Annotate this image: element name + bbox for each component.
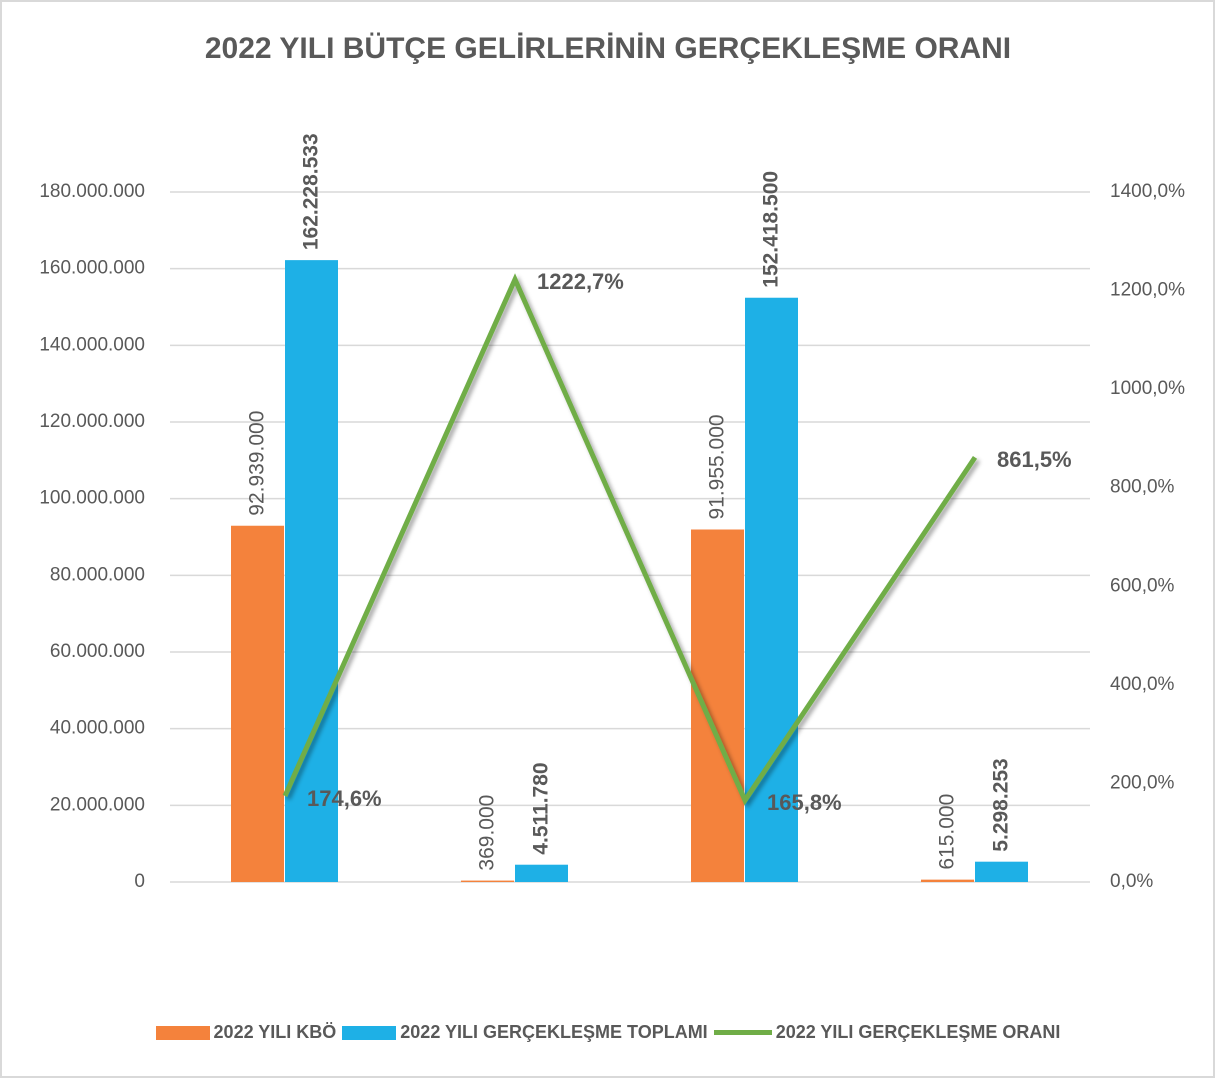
bar — [975, 861, 1028, 882]
data-label: 174,6% — [307, 786, 382, 811]
y-tick-label: 40.000.000 — [50, 718, 145, 739]
legend-item: 2022 YILI GERÇEKLEŞME TOPLAMI — [342, 1022, 708, 1043]
legend-label: 2022 YILI KBÖ — [213, 1022, 337, 1042]
data-label: 92.939.000 — [246, 411, 269, 516]
data-label: 369.000 — [476, 795, 499, 871]
y-tick-label: 160.000.000 — [39, 258, 145, 279]
y-tick-label: 80.000.000 — [50, 564, 145, 585]
bar — [515, 864, 568, 882]
y2-tick-label: 1400,0% — [1110, 181, 1185, 202]
data-label: 91.955.000 — [706, 414, 729, 519]
y-tick-label: 0 — [134, 871, 145, 892]
legend-label: 2022 YILI GERÇEKLEŞME ORANI — [775, 1022, 1061, 1042]
legend-item: 2022 YILI KBÖ — [155, 1022, 337, 1043]
y2-tick-label: 400,0% — [1110, 674, 1175, 695]
bar — [691, 529, 744, 882]
legend-swatch — [155, 1025, 210, 1040]
data-label: 861,5% — [997, 447, 1072, 472]
y2-tick-label: 1200,0% — [1110, 280, 1185, 301]
data-label: 152.418.500 — [760, 171, 783, 288]
y2-tick-label: 800,0% — [1110, 477, 1175, 498]
data-label: 5.298.253 — [990, 758, 1013, 851]
line — [282, 273, 978, 806]
y-tick-label: 20.000.000 — [50, 794, 145, 815]
data-label: 162.228.533 — [300, 133, 323, 250]
y-tick-label: 100.000.000 — [39, 488, 145, 509]
legend-swatch — [342, 1025, 397, 1040]
y-tick-label: 120.000.000 — [39, 411, 145, 432]
bar — [461, 880, 514, 882]
bar — [921, 879, 974, 882]
data-label: 615.000 — [936, 794, 959, 870]
data-label: 165,8% — [767, 790, 842, 815]
y-tick-label: 180.000.000 — [39, 181, 145, 202]
legend-swatch — [713, 1030, 772, 1035]
bar — [231, 525, 284, 882]
y2-tick-label: 0,0% — [1110, 871, 1153, 892]
legend-label: 2022 YILI GERÇEKLEŞME TOPLAMI — [400, 1022, 708, 1042]
y2-tick-label: 1000,0% — [1110, 378, 1185, 399]
chart-title: 2022 YILI BÜTÇE GELİRLERİNİN GERÇEKLEŞME… — [205, 32, 1011, 65]
y-tick-label: 140.000.000 — [39, 334, 145, 355]
y2-tick-label: 600,0% — [1110, 575, 1175, 596]
data-label: 1222,7% — [537, 269, 624, 294]
legend: 2022 YILI KBÖ 2022 YILI GERÇEKLEŞME TOPLA… — [0, 1022, 1216, 1043]
legend-item: 2022 YILI GERÇEKLEŞME ORANI — [713, 1022, 1061, 1043]
y2-tick-label: 200,0% — [1110, 772, 1175, 793]
data-label: 4.511.780 — [530, 762, 553, 854]
y-tick-label: 60.000.000 — [50, 641, 145, 662]
